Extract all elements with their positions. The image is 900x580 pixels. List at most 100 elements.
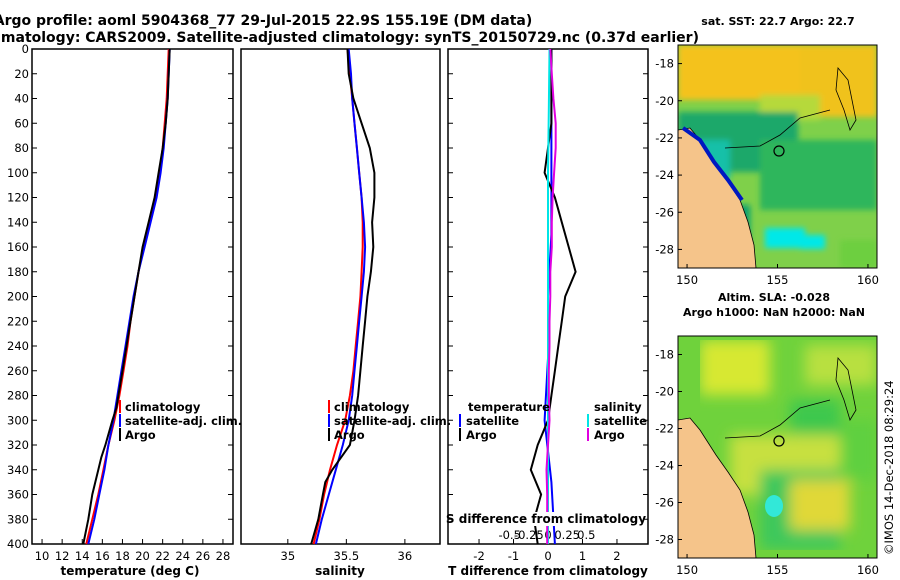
- salinity-series: [310, 48, 376, 545]
- y-tick-label: 220: [7, 314, 29, 328]
- s-tick-label: 0.5: [577, 528, 595, 542]
- x-tick-label: 10: [35, 549, 50, 563]
- y-tick-label: 140: [7, 215, 29, 229]
- temperature-legend: climatology satellite-adj. clim. Argo: [119, 400, 242, 442]
- sla-argo-marker: [773, 435, 785, 447]
- lon-tick-label: 160: [857, 273, 879, 287]
- legend-argo: Argo: [125, 428, 156, 442]
- legend-climatology: climatology: [334, 400, 410, 414]
- y-tick-label: 380: [7, 512, 29, 526]
- sla-coastline: [678, 417, 757, 558]
- x-tick-label: -2: [473, 549, 484, 563]
- legend-argo: Argo: [334, 428, 365, 442]
- sla-isobath: [724, 399, 831, 439]
- sst-map-ticks: 150 155 160 -18 -20 -22 -24 -26 -28: [655, 57, 879, 287]
- x-tick-label: 35: [281, 549, 296, 563]
- lon-tick-label: 155: [767, 273, 789, 287]
- lat-tick-label: -22: [655, 422, 674, 436]
- y-tick-label: 100: [7, 166, 29, 180]
- x-tick-label: 35.5: [334, 549, 360, 563]
- legend-salinity-title: salinity: [594, 400, 642, 414]
- legend-climatology: climatology: [125, 400, 201, 414]
- s-tick-label: -0.5: [498, 528, 520, 542]
- legend-t-satellite: satellite: [466, 414, 519, 428]
- sst-isobath: [724, 109, 831, 149]
- legend-s-argo: Argo: [594, 428, 625, 442]
- y-tick-label: 0: [22, 42, 29, 56]
- x-tick-label: 26: [196, 549, 211, 563]
- temperature-ticks: 0 20 40 60 80 100 120 140 160 180 200 220 240 260 280 3…: [7, 42, 233, 563]
- lat-tick-label: -24: [655, 168, 674, 182]
- y-tick-label: 60: [14, 116, 29, 130]
- lon-tick-label: 150: [676, 563, 698, 577]
- x-tick-label: 20: [135, 549, 150, 563]
- sla-map-title: Altim. SLA: -0.028: [718, 291, 830, 304]
- imos-watermark: ©IMOS 14-Dec-2018 08:29:24: [882, 380, 896, 555]
- temperature-xlabel: temperature (deg C): [61, 564, 200, 578]
- salinity-ticks: 35 35.5 36: [281, 539, 413, 563]
- y-tick-label: 360: [7, 488, 29, 502]
- y-tick-label: 320: [7, 438, 29, 452]
- difference-legend-temperature: temperature satellite Argo: [459, 400, 550, 442]
- lat-tick-label: -20: [655, 385, 674, 399]
- s-tick-label: -0.25: [514, 528, 544, 542]
- sla-field-blobs: [700, 340, 877, 550]
- x-tick-label: 12: [55, 549, 70, 563]
- x-tick-label: 36: [398, 549, 413, 563]
- salinity-xlabel: salinity: [315, 564, 365, 578]
- sla-map: [678, 336, 877, 558]
- series-satellite-adj-clim: [314, 48, 367, 545]
- x-tick-label: 16: [95, 549, 110, 563]
- legend-satellite: satellite-adj. clim.: [334, 414, 451, 428]
- sst-land: [678, 128, 756, 268]
- lat-tick-label: -20: [655, 94, 674, 108]
- x-tick-label: 14: [75, 549, 90, 563]
- title-line-2: Climatology: CARS2009. Satellite-adjuste…: [0, 30, 699, 46]
- salinity-panel: [240, 48, 441, 545]
- sst-map: [678, 45, 877, 268]
- x-tick-label: 22: [155, 549, 170, 563]
- difference-series: [529, 48, 577, 545]
- temperature-series: [82, 48, 171, 545]
- difference-xlabel: T difference from climatology: [448, 564, 648, 578]
- difference-legend-salinity: salinity satellite Argo: [587, 400, 647, 442]
- y-tick-label: 240: [7, 339, 29, 353]
- salinity-legend: climatology satellite-adj. clim. Argo: [328, 400, 451, 442]
- y-tick-label: 200: [7, 290, 29, 304]
- s-difference-label: S difference from climatology: [446, 512, 646, 526]
- sla-map-subtitle: Argo h1000: NaN h2000: NaN: [683, 306, 865, 319]
- series-salinity-argo: [545, 48, 557, 544]
- legend-temperature-title: temperature: [468, 400, 550, 414]
- y-tick-label: 340: [7, 463, 29, 477]
- s-diff-label-bg: [456, 512, 636, 526]
- x-tick-label: 2: [613, 549, 620, 563]
- sla-high-spot: [765, 495, 783, 517]
- lon-tick-label: 150: [676, 273, 698, 287]
- series-argo: [82, 48, 171, 545]
- y-tick-label: 400: [7, 537, 29, 551]
- sst-argo-marker: [773, 145, 785, 157]
- y-tick-label: 160: [7, 240, 29, 254]
- sst-map-title: sat. SST: 22.7 Argo: 22.7: [701, 15, 854, 28]
- x-tick-label: 0: [544, 549, 551, 563]
- sla-land: [678, 418, 756, 558]
- lat-tick-label: -22: [655, 131, 674, 145]
- sla-reef-outline: [835, 357, 857, 421]
- lat-tick-label: -18: [655, 348, 674, 362]
- lon-tick-label: 160: [857, 563, 879, 577]
- lat-tick-label: -28: [655, 242, 674, 256]
- sla-map-ticks: 150 155 160 -18 -20 -22 -24 -26 -28: [655, 348, 879, 578]
- legend-t-argo: Argo: [466, 428, 497, 442]
- lon-tick-label: 155: [767, 563, 789, 577]
- x-tick-label: 24: [175, 549, 190, 563]
- lat-tick-label: -26: [655, 205, 674, 219]
- x-tick-label: 28: [216, 549, 231, 563]
- sst-reef-outline: [835, 67, 857, 131]
- legend-s-satellite: satellite: [594, 414, 647, 428]
- lat-tick-label: -26: [655, 496, 674, 510]
- x-tick-label: 18: [115, 549, 130, 563]
- y-tick-label: 120: [7, 191, 29, 205]
- y-tick-label: 300: [7, 413, 29, 427]
- y-tick-label: 260: [7, 364, 29, 378]
